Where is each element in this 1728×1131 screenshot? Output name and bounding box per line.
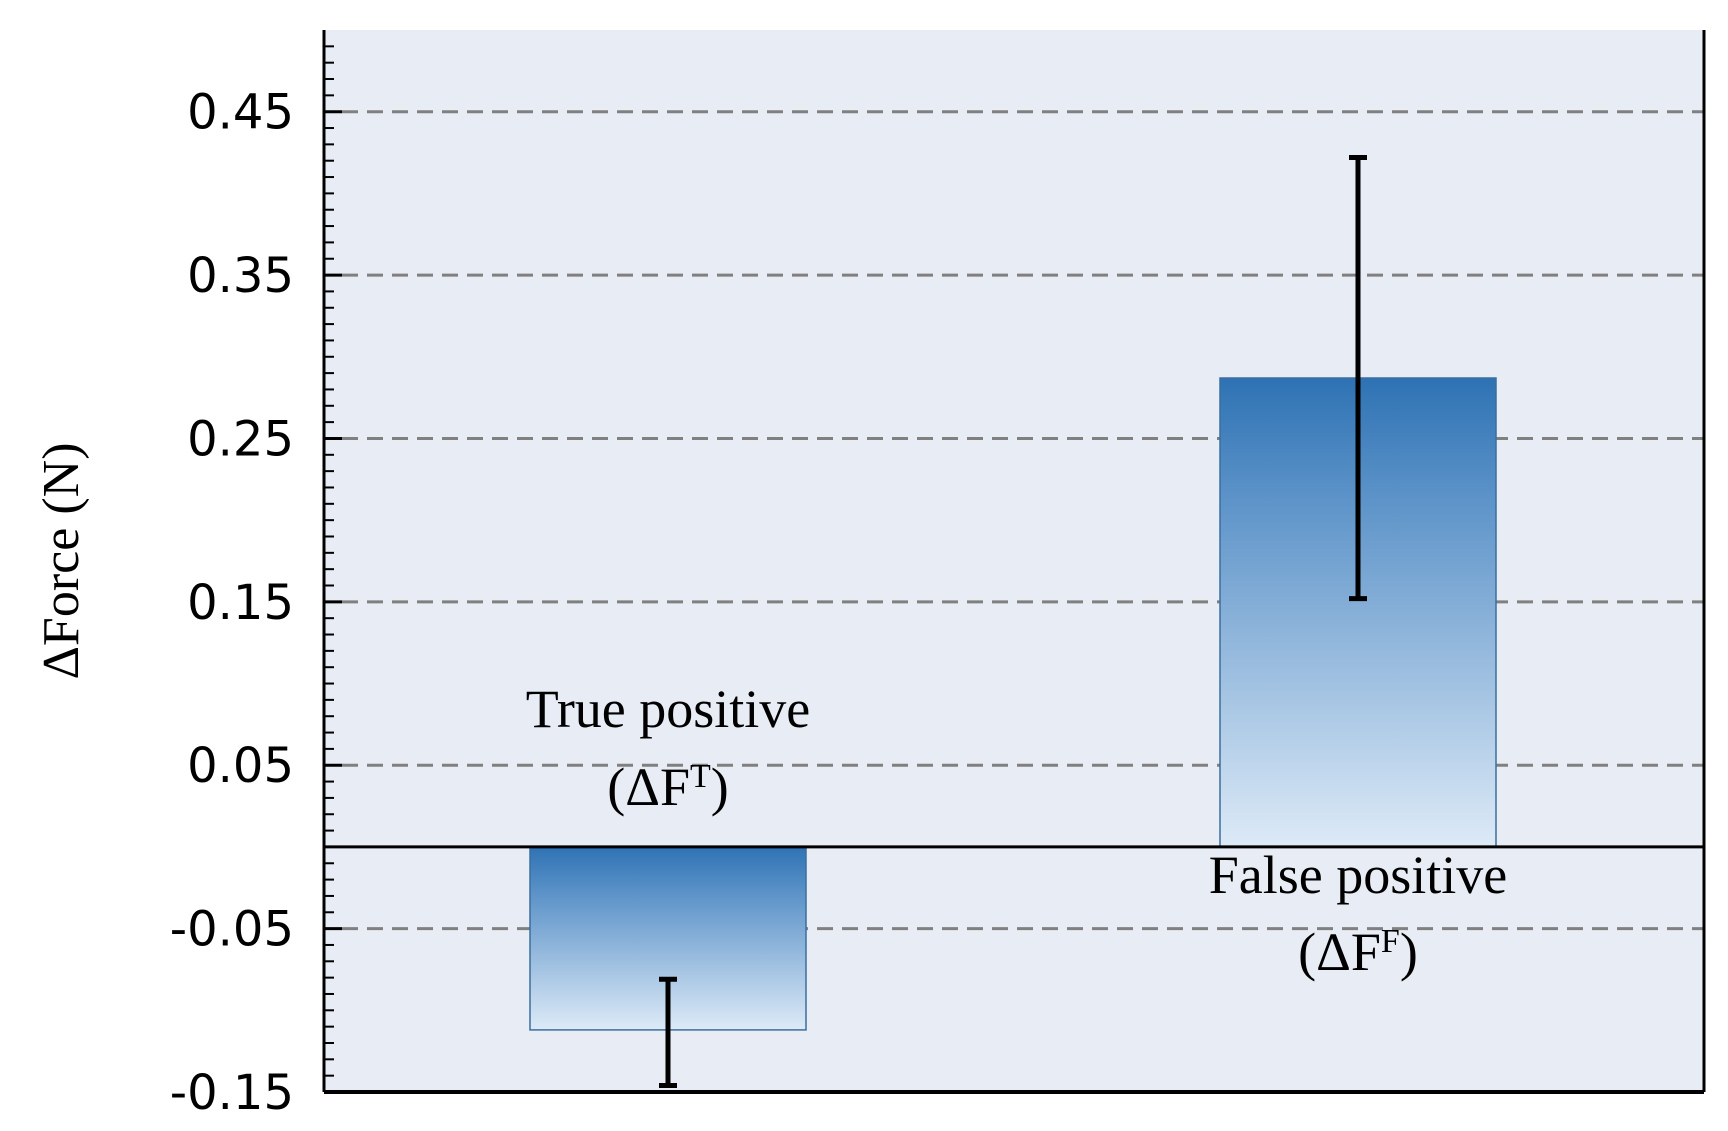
- axes: [322, 30, 1706, 1094]
- labels: 0.45 0.35 0.25 0.15 0.05 -0.05 -0.15 True posit…: [170, 85, 1507, 1121]
- category-label-1-line2: (ΔFF): [1298, 922, 1418, 982]
- y-axis-title: ΔForce (N): [33, 442, 90, 679]
- bars: [529, 377, 1497, 1031]
- category-label-0-line1: True positive: [526, 679, 811, 739]
- gridlines: [342, 110, 1704, 931]
- y-tick-label-6: -0.15: [170, 1065, 294, 1121]
- y-tick-label-4: 0.05: [187, 738, 294, 794]
- y-tick-label-5: -0.05: [170, 902, 294, 958]
- category-label-0-line2: (ΔFT): [607, 757, 729, 817]
- y-tick-label-2: 0.25: [187, 411, 294, 467]
- y-tick-label-0: 0.45: [187, 85, 294, 141]
- category-label-1-line1: False positive: [1209, 845, 1507, 905]
- y-tick-label-1: 0.35: [187, 248, 294, 304]
- y-tick-label-3: 0.15: [187, 575, 294, 631]
- error-bars: [659, 154, 1367, 1088]
